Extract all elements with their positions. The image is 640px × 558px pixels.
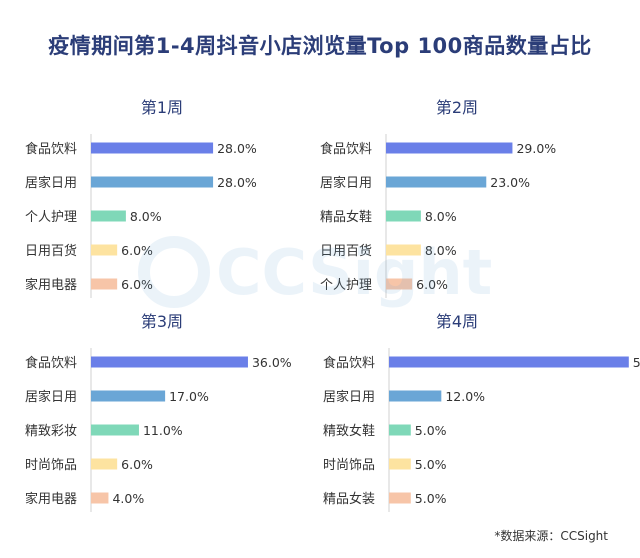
category-label: 家用电器 [25, 277, 77, 293]
category-label: 食品饮料 [320, 141, 372, 157]
panel-title: 第3周 [141, 312, 183, 331]
bar [91, 356, 248, 368]
category-label: 时尚饰品 [25, 458, 77, 473]
value-label: 29.0% [516, 141, 556, 156]
bar [386, 278, 413, 290]
value-label: 17.0% [169, 389, 209, 404]
bar [91, 278, 118, 290]
category-label: 家用电器 [25, 491, 77, 507]
category-label: 居家日用 [323, 389, 375, 405]
bar [386, 142, 513, 154]
value-label: 4.0% [112, 491, 144, 506]
category-label: 食品饮料 [25, 355, 77, 371]
value-label: 5.0% [415, 457, 447, 472]
category-label: 精品女鞋 [320, 209, 372, 225]
category-label: 居家日用 [320, 175, 372, 191]
bar [91, 244, 118, 256]
bar [386, 244, 421, 256]
data-source: *数据来源：CCSight [494, 529, 608, 543]
value-label: 5.0% [415, 423, 447, 438]
bar [386, 210, 421, 222]
bar [389, 492, 411, 504]
bar [389, 356, 629, 368]
value-label: 12.0% [445, 389, 485, 404]
value-label: 55.0% [633, 355, 640, 370]
category-label: 个人护理 [320, 278, 372, 293]
bar [386, 176, 487, 188]
category-label: 日用百货 [320, 243, 372, 259]
bar [91, 142, 214, 154]
bar [91, 390, 166, 402]
value-label: 6.0% [121, 243, 153, 258]
bar [91, 458, 118, 470]
value-label: 28.0% [217, 141, 257, 156]
value-label: 8.0% [425, 209, 457, 224]
category-label: 精致女鞋 [323, 423, 375, 439]
bar [91, 424, 139, 436]
bar [389, 424, 411, 436]
chart-title: 疫情期间第1-4周抖音小店浏览量Top 100商品数量占比 [48, 34, 592, 58]
value-label: 28.0% [217, 175, 257, 190]
value-label: 6.0% [121, 277, 153, 292]
value-label: 5.0% [415, 491, 447, 506]
category-label: 居家日用 [25, 175, 77, 191]
category-label: 个人护理 [25, 210, 77, 225]
category-label: 时尚饰品 [323, 458, 375, 473]
category-label: 精致彩妆 [25, 424, 77, 439]
value-label: 6.0% [416, 277, 448, 292]
category-label: 食品饮料 [323, 355, 375, 371]
panel-title: 第1周 [141, 98, 183, 117]
value-label: 23.0% [490, 175, 530, 190]
bar [91, 210, 126, 222]
bar [389, 458, 411, 470]
category-label: 居家日用 [25, 389, 77, 405]
bar [389, 390, 442, 402]
bar [91, 176, 214, 188]
value-label: 11.0% [143, 423, 183, 438]
category-label: 日用百货 [25, 243, 77, 259]
value-label: 8.0% [425, 243, 457, 258]
value-label: 6.0% [121, 457, 153, 472]
value-label: 36.0% [252, 355, 292, 370]
panel-title: 第2周 [436, 98, 478, 117]
panel-title: 第4周 [436, 312, 478, 331]
category-label: 食品饮料 [25, 141, 77, 157]
bar [91, 492, 109, 504]
category-label: 精品女装 [323, 491, 375, 507]
value-label: 8.0% [130, 209, 162, 224]
